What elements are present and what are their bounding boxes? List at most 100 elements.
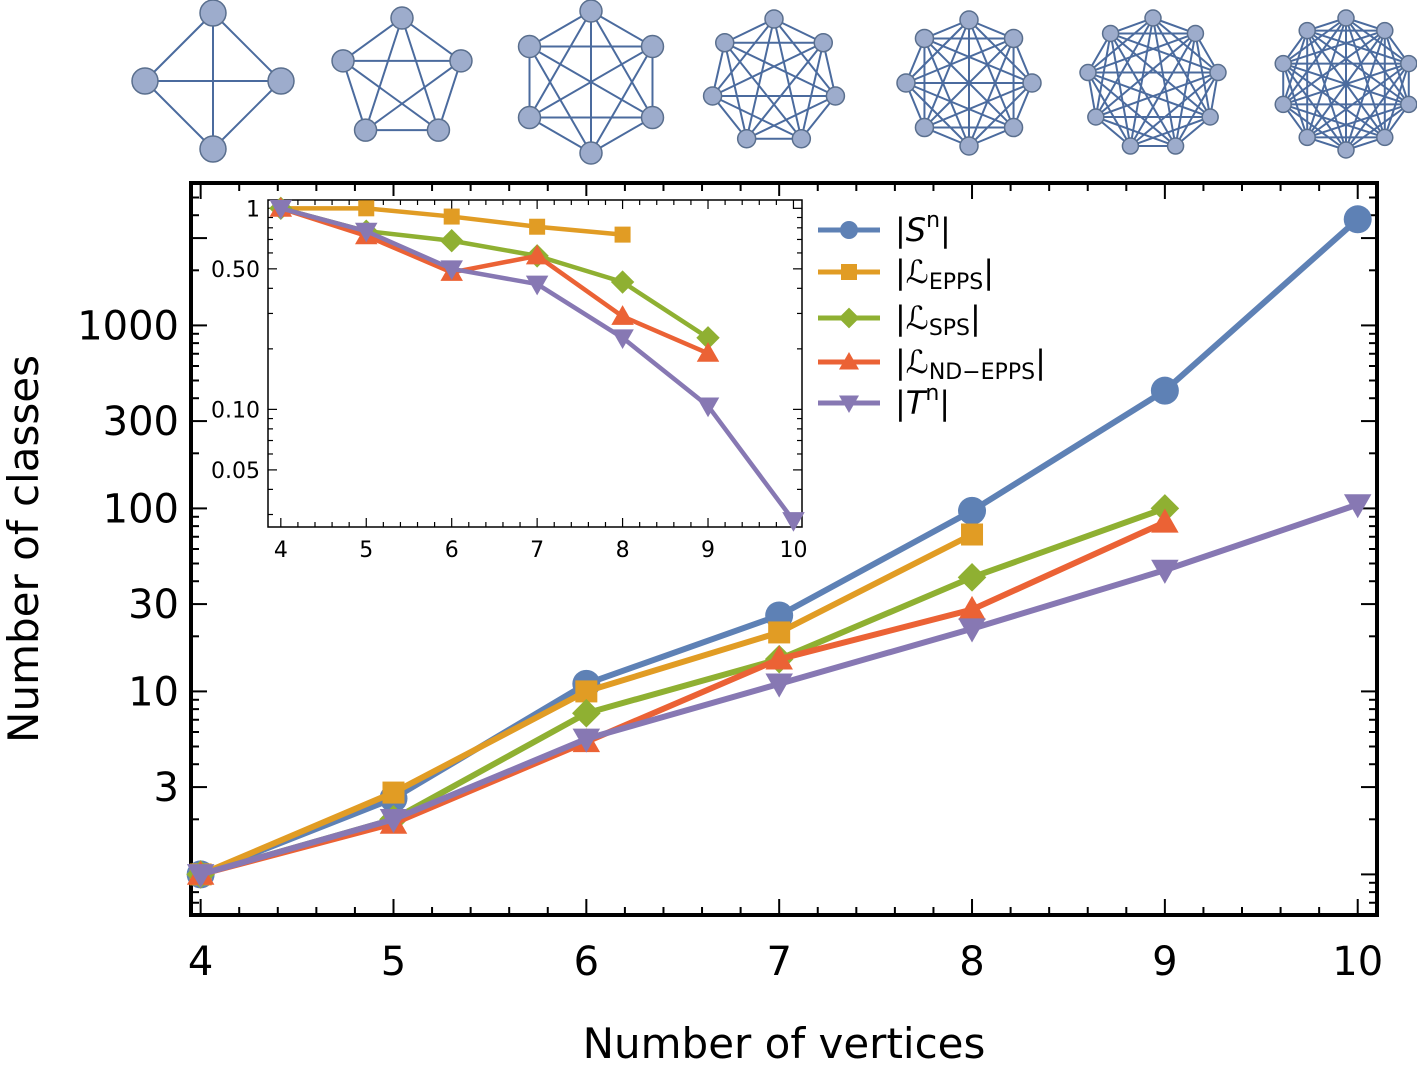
graph-node bbox=[702, 86, 723, 106]
legend-label-main: ℒ bbox=[906, 299, 929, 337]
y-tick-label: 300 bbox=[103, 399, 179, 445]
y-tick-label: 1000 bbox=[77, 303, 179, 349]
graph-node bbox=[199, 135, 227, 163]
graph-edge bbox=[712, 95, 802, 140]
x-tick-label: 4 bbox=[188, 939, 213, 985]
graph-edge bbox=[1194, 33, 1212, 118]
data-point-T bbox=[1343, 494, 1372, 519]
inset-data-point-T bbox=[696, 397, 720, 418]
inset-series-line-L_ND bbox=[280, 206, 709, 356]
graph-edge bbox=[745, 42, 825, 140]
graph-edge bbox=[1174, 72, 1219, 147]
graph-edge bbox=[723, 42, 803, 140]
graph-edge bbox=[529, 45, 653, 119]
inset-data-point-T bbox=[440, 260, 463, 281]
legend-swatch-marker bbox=[840, 221, 858, 239]
inset-data-point-L_ND bbox=[696, 342, 720, 362]
graph-node bbox=[764, 9, 784, 29]
complete-graphs-row bbox=[131, 0, 1417, 165]
graph-edge bbox=[401, 17, 462, 62]
legend-entry-L_SPS: |ℒSPS| bbox=[818, 299, 981, 341]
legend-label-prefix: | bbox=[895, 211, 906, 249]
graph-node bbox=[914, 28, 935, 49]
graph-node bbox=[1121, 137, 1140, 155]
graph-node bbox=[1400, 54, 1417, 73]
graph-node bbox=[1101, 24, 1120, 43]
graph-node bbox=[1298, 21, 1316, 40]
graph-edge bbox=[144, 80, 214, 150]
x-tick-label: 9 bbox=[1152, 939, 1177, 985]
data-point-L_EPPS bbox=[382, 781, 405, 804]
graph-edge bbox=[1109, 32, 1211, 118]
legend-swatch-marker bbox=[839, 395, 859, 413]
inset-data-point-T bbox=[355, 222, 378, 243]
graph-node bbox=[825, 86, 846, 106]
graph-node bbox=[813, 32, 834, 53]
legend-swatch-marker bbox=[839, 352, 859, 370]
data-point-L_ND bbox=[1151, 508, 1179, 533]
legend-label-prefix: | bbox=[895, 299, 906, 337]
legend-label-suffix: | bbox=[983, 253, 994, 291]
legend-entry-S: |Sn| bbox=[818, 208, 951, 249]
graph-edge bbox=[1306, 30, 1347, 151]
graph-node bbox=[640, 34, 665, 59]
graph-node bbox=[1337, 9, 1355, 27]
graph-edge bbox=[1306, 103, 1410, 139]
legend-swatch-marker bbox=[841, 264, 857, 280]
x-axis-title: Number of vertices bbox=[583, 1019, 986, 1067]
graph-node bbox=[1376, 128, 1394, 147]
main-plot: 3 10 30 100 300 1000 4 5 6 7 8 9 10 Number of vertice… bbox=[0, 181, 1383, 1068]
graph-edge bbox=[1282, 103, 1347, 151]
graph-edge bbox=[212, 12, 282, 82]
legend-label: |Tn| bbox=[895, 381, 950, 422]
graph-edge bbox=[1282, 62, 1386, 139]
graph-node bbox=[579, 0, 603, 23]
graph-edge bbox=[528, 46, 592, 154]
series-line-L_ND bbox=[199, 519, 1167, 878]
graph-edge bbox=[1174, 33, 1197, 147]
inset-y-tick-label: 0.10 bbox=[211, 398, 260, 423]
legend-swatch-marker bbox=[838, 307, 860, 329]
inset-data-point-L_SPS bbox=[439, 229, 464, 253]
graph-node bbox=[1274, 54, 1292, 73]
graph-node bbox=[449, 49, 473, 73]
graph-edge bbox=[723, 42, 748, 139]
graph-edge bbox=[1094, 33, 1112, 118]
graph-edge bbox=[800, 42, 825, 139]
inset-y-tick-label: 0.50 bbox=[211, 258, 260, 283]
graph-edge bbox=[342, 60, 367, 131]
legend-entry-T: |Tn| bbox=[818, 381, 950, 422]
inset-data-point-L_EPPS bbox=[358, 200, 375, 217]
data-point-L_SPS bbox=[1150, 494, 1180, 523]
inset-series-T bbox=[269, 199, 805, 532]
legend-label-suffix: | bbox=[1035, 343, 1046, 381]
graph-edge bbox=[401, 17, 440, 131]
complete-graph-k6 bbox=[517, 0, 665, 165]
data-point-S bbox=[958, 496, 987, 525]
graph-edge bbox=[746, 95, 836, 140]
complete-graph-k9 bbox=[1079, 9, 1227, 155]
legend-label-sup: n bbox=[926, 208, 940, 233]
graph-node bbox=[1400, 95, 1417, 114]
graph-node bbox=[959, 136, 979, 156]
data-point-S bbox=[1150, 376, 1179, 405]
data-point-S bbox=[1343, 205, 1372, 234]
inset-x-tick-label: 5 bbox=[359, 538, 373, 563]
series-L_EPPS bbox=[189, 523, 984, 886]
data-point-T bbox=[1151, 559, 1179, 584]
graph-node bbox=[1298, 128, 1316, 147]
complete-graph-k8 bbox=[896, 10, 1042, 156]
data-point-T bbox=[379, 809, 408, 834]
graph-edge bbox=[1087, 71, 1177, 147]
series-T bbox=[186, 494, 1372, 889]
graph-edge bbox=[1129, 17, 1154, 147]
legend-label: |Sn| bbox=[895, 208, 951, 249]
graph-node bbox=[791, 129, 812, 149]
graph-edge bbox=[724, 41, 836, 97]
graph-node bbox=[1079, 63, 1097, 82]
inset-data-point-T bbox=[269, 199, 293, 220]
graph-edge bbox=[1306, 30, 1386, 138]
graph-node bbox=[959, 10, 979, 30]
graph-edge bbox=[1129, 32, 1197, 147]
